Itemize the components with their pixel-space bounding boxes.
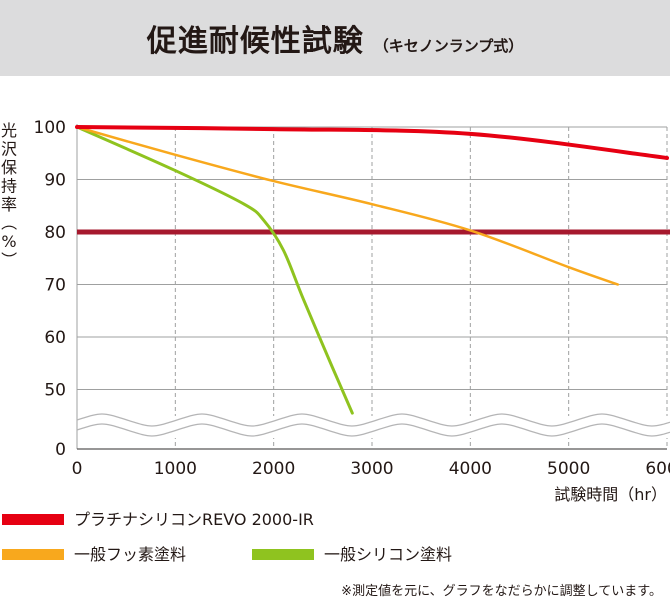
legend-label-fluorine: 一般フッ素塗料: [74, 545, 187, 564]
title-bar: 促進耐候性試験 （キセノンランプ式）: [0, 0, 670, 76]
y-axis-label-char: 保: [1, 158, 17, 177]
y-axis-label-char: ）: [0, 251, 18, 267]
x-tick-label-1000: 1000: [154, 459, 197, 479]
legend-label-revo: プラチナシリコンREVO 2000-IR: [74, 510, 314, 529]
series-line-revo: [75, 125, 669, 160]
x-tick-label-3000: 3000: [350, 459, 393, 479]
x-tick-label-5000: 5000: [547, 459, 590, 479]
legend-swatch-revo: [2, 514, 64, 525]
series-line-silicone: [75, 125, 354, 415]
y-tick-label-50: 50: [44, 381, 66, 401]
title-subtitle: （キセノンランプ式）: [373, 37, 524, 55]
y-axis-label-char: 率: [1, 195, 17, 214]
y-axis-label-char: 光: [1, 121, 17, 140]
y-tick-label-90: 90: [44, 171, 66, 191]
y-axis-label-char: （: [0, 214, 18, 230]
legend-swatch-silicone: [252, 549, 314, 560]
y-tick-label-60: 60: [44, 328, 66, 348]
y-tick-label-70: 70: [44, 276, 66, 296]
y-tick-label-0: 0: [55, 440, 66, 460]
y-tick-label-100: 100: [34, 118, 66, 138]
y-axis-label-char: %: [1, 232, 16, 251]
title-main: 促進耐候性試験: [146, 24, 364, 59]
series-line-fluorine: [75, 125, 620, 286]
y-axis-label-char: 持: [1, 177, 17, 196]
axis-break-wave-upper: [76, 413, 670, 427]
footnote: ※測定値を元に、グラフをなだらかに調整しています。: [341, 584, 662, 599]
axis-break-wave-lower: [76, 423, 670, 437]
y-axis-label-char: 沢: [1, 140, 17, 159]
x-tick-label-2000: 2000: [252, 459, 295, 479]
page-title: 促進耐候性試験 （キセノンランプ式）: [0, 16, 670, 60]
legend-label-silicone: 一般シリコン塗料: [324, 545, 453, 564]
x-tick-label-6000: 6000: [645, 459, 670, 479]
x-tick-label-4000: 4000: [449, 459, 492, 479]
x-tick-label-0: 0: [72, 459, 83, 479]
axis-break-mask: [78, 416, 668, 438]
x-axis-label: 試験時間（hr）: [554, 485, 667, 504]
legend-swatch-fluorine: [2, 549, 64, 560]
y-tick-label-80: 80: [44, 223, 66, 243]
